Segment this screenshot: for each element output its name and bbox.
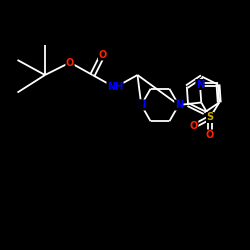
- Text: N: N: [137, 100, 145, 110]
- Text: N: N: [175, 100, 183, 110]
- Text: S: S: [206, 112, 214, 122]
- Text: O: O: [190, 121, 198, 131]
- Text: N: N: [196, 80, 204, 90]
- Text: O: O: [98, 50, 106, 60]
- Text: O: O: [66, 58, 74, 68]
- Text: O: O: [206, 130, 214, 140]
- Text: NH: NH: [107, 82, 123, 92]
